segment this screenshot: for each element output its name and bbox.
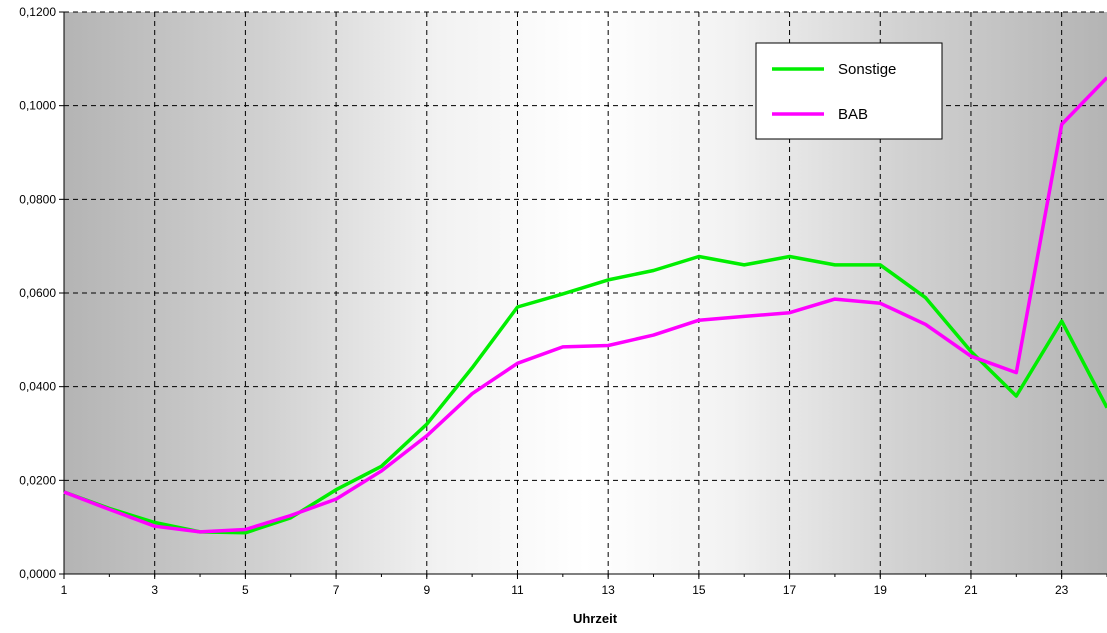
series-line-bab: [63, 76, 1107, 534]
x-tick-label: 1: [61, 583, 68, 597]
x-tick-label: 13: [601, 583, 615, 597]
y-tick-label: 0,0000: [19, 567, 56, 581]
series-lines: [63, 76, 1107, 535]
y-tick-label: 0,0200: [19, 473, 56, 487]
y-tick-label: 0,1000: [19, 99, 56, 113]
y-tick-label: 0,0400: [19, 380, 56, 394]
x-tick-label: 23: [1055, 583, 1069, 597]
tick-labels: 0,0000 0,0200 0,0400 0,0600 0,0800 0,1000 0,12…: [19, 5, 1068, 597]
y-tick-label: 0,1200: [19, 5, 56, 19]
x-tick-label: 5: [242, 583, 249, 597]
x-tick-label: 7: [333, 583, 340, 597]
axes: [59, 11, 1107, 579]
x-tick-label: 11: [511, 583, 524, 597]
x-tick-label: 21: [964, 583, 978, 597]
x-tick-label: 3: [151, 583, 158, 597]
legend-label-bab: BAB: [838, 106, 868, 123]
x-tick-label: 15: [692, 583, 706, 597]
y-tick-label: 0,0600: [19, 286, 56, 300]
legend-box: [755, 42, 943, 140]
x-tick-label: 9: [423, 583, 430, 597]
x-tick-label: 17: [783, 583, 797, 597]
x-axis-title: Uhrzeit: [573, 611, 618, 626]
legend: Sonstige BAB: [755, 42, 943, 140]
legend-label-sonstige: Sonstige: [838, 61, 896, 78]
x-tick-label: 19: [874, 583, 888, 597]
gridlines: [64, 11, 1107, 574]
series-line-sonstige: [63, 254, 1107, 535]
y-tick-label: 0,0800: [19, 192, 56, 206]
